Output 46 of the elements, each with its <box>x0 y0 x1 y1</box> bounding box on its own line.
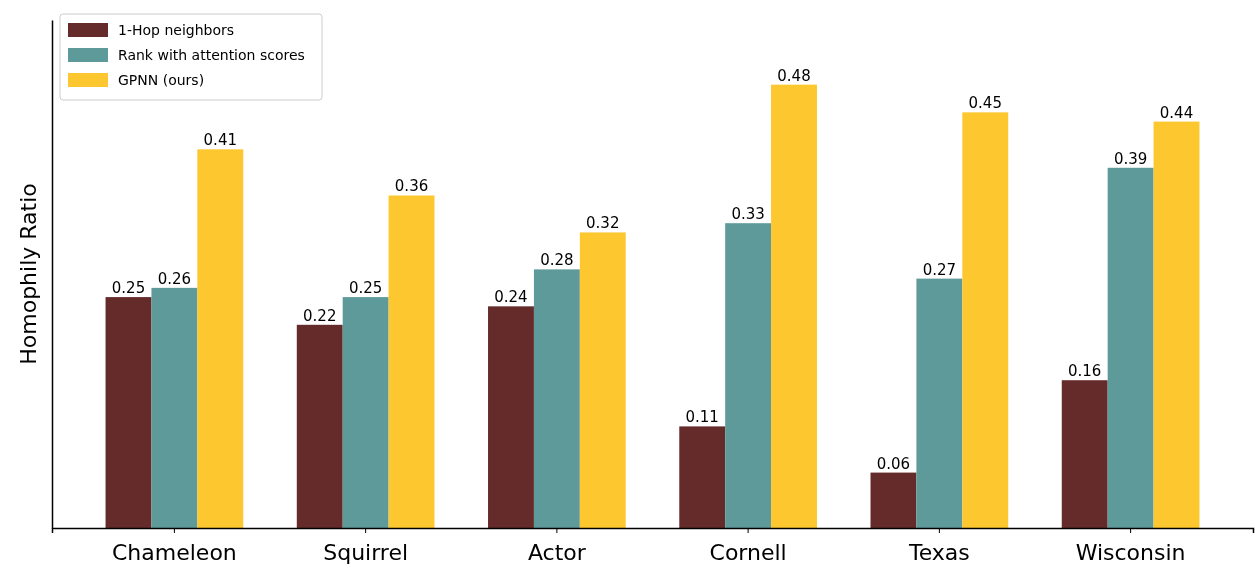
x-tick-label: Cornell <box>709 540 787 566</box>
bar <box>1061 380 1108 528</box>
data-label: 0.33 <box>731 205 765 224</box>
data-label: 0.11 <box>685 408 719 427</box>
bar <box>342 297 389 528</box>
legend-label: 1-Hop neighbors <box>118 22 235 38</box>
x-tick-label: Texas <box>907 540 970 566</box>
bar <box>870 472 917 528</box>
bar <box>962 112 1009 528</box>
bar <box>679 426 726 528</box>
bar <box>1107 167 1154 528</box>
data-label: 0.32 <box>586 214 620 233</box>
x-tick-label: Chameleon <box>111 540 237 566</box>
data-label: 0.41 <box>203 131 237 150</box>
bar <box>197 149 244 528</box>
x-tick-label: Actor <box>527 540 587 566</box>
bar <box>296 324 343 528</box>
y-axis-title: Homophily Ratio <box>16 183 41 365</box>
legend-label: Rank with attention scores <box>118 47 305 63</box>
data-label: 0.27 <box>922 260 957 279</box>
bar <box>916 278 963 528</box>
bar <box>579 232 626 528</box>
data-label: 0.36 <box>394 177 429 196</box>
data-label: 0.25 <box>348 279 383 298</box>
legend-label: GPNN (ours) <box>118 72 205 88</box>
x-tick-label: Wisconsin <box>1075 540 1186 566</box>
data-label: 0.24 <box>494 288 528 307</box>
bar <box>151 287 198 528</box>
data-label: 0.26 <box>157 269 192 288</box>
data-label: 0.48 <box>777 66 811 85</box>
bar <box>1153 121 1200 528</box>
bar <box>105 297 152 528</box>
data-label: 0.45 <box>968 94 1002 113</box>
data-label: 0.25 <box>111 279 146 298</box>
data-label: 0.44 <box>1159 103 1194 122</box>
data-label: 0.22 <box>303 306 337 325</box>
x-tick-label: Squirrel <box>323 540 409 566</box>
bar <box>533 269 580 528</box>
bar <box>488 306 534 528</box>
data-label: 0.06 <box>876 454 911 473</box>
bar <box>388 195 435 528</box>
bar <box>725 223 772 528</box>
data-label: 0.28 <box>540 251 574 270</box>
bar <box>771 84 817 528</box>
data-label: 0.16 <box>1068 362 1102 381</box>
data-label: 0.39 <box>1113 149 1148 168</box>
